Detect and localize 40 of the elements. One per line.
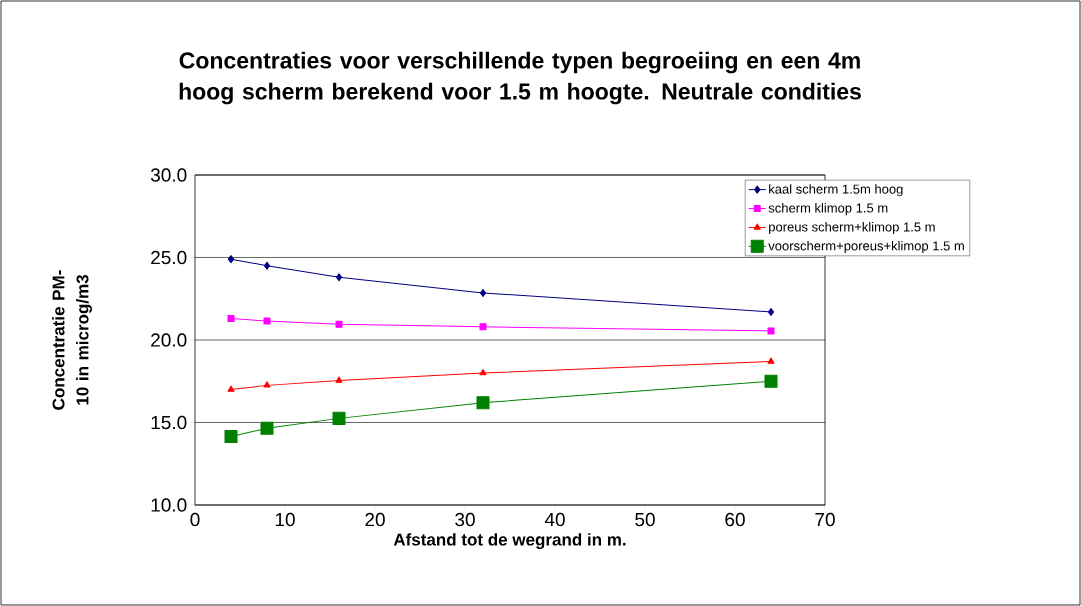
y-tick-label: 30.0	[150, 168, 187, 182]
point	[767, 327, 775, 335]
x-tick-label: 40	[544, 512, 565, 527]
y-tick-label: 10.0	[151, 498, 187, 512]
x-tick-label: 60	[725, 512, 745, 527]
x-tick-label: 30	[455, 512, 475, 527]
y-tick-label: 15.0	[151, 415, 187, 430]
point	[479, 369, 487, 376]
point	[335, 320, 343, 328]
y-axis-title: Concentratie PM-10 in microg/m3	[52, 270, 92, 410]
legend-label: poreus scherm+klimop 1.5 m	[769, 221, 935, 235]
legend-label: scherm klimop 1.5 m	[768, 203, 888, 216]
point	[335, 273, 343, 282]
point	[227, 255, 235, 264]
point	[764, 374, 778, 388]
point	[263, 261, 271, 270]
x-tick-label: 70	[815, 512, 835, 527]
legend-label: voorscherm+poreus+klimop 1.5 m	[768, 240, 964, 254]
point	[479, 323, 487, 331]
point	[227, 385, 235, 392]
x-tick-label: 0	[190, 512, 200, 527]
legend-label: kaal scherm 1.5m hoog	[769, 184, 903, 197]
y-tick-label: 25.0	[151, 250, 187, 265]
x-tick-label: 10	[275, 512, 295, 527]
point	[332, 411, 346, 425]
point	[224, 430, 238, 444]
point	[767, 307, 775, 316]
point	[335, 376, 343, 383]
x-tick-label: 50	[635, 512, 655, 527]
point	[260, 421, 274, 435]
point	[263, 317, 271, 325]
point	[476, 396, 490, 410]
x-tick-label: 20	[365, 512, 385, 527]
point	[479, 288, 487, 297]
point	[263, 381, 271, 388]
chart-title: Concentraties voor verschillende typen begroeiing en een 4m hoog scherm berekend voor 1.5 m hoogte. Neutrale condities	[179, 51, 861, 105]
point	[227, 315, 235, 323]
y-tick-label: 20.0	[151, 333, 187, 347]
point	[767, 357, 775, 364]
x-axis-title: Afstand tot de wegrand in m.	[393, 533, 626, 550]
